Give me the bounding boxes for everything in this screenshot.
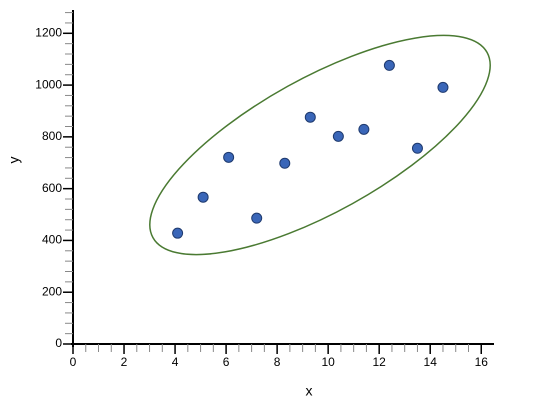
x-tick-label: 14 (424, 355, 438, 369)
x-axis-title: x (306, 383, 313, 399)
y-tick-label: 1200 (35, 25, 62, 39)
confidence-ellipse (149, 34, 491, 256)
data-point (358, 123, 370, 135)
data-point (437, 81, 449, 93)
x-tick-label: 4 (172, 355, 179, 369)
data-point (223, 151, 235, 163)
data-point (411, 142, 423, 154)
y-tick-label: 200 (42, 284, 62, 298)
x-tick-label: 12 (373, 355, 387, 369)
y-tick-label: 800 (42, 129, 62, 143)
y-tick-label: 1000 (35, 77, 62, 91)
data-point (332, 130, 344, 142)
x-tick-label: 6 (223, 355, 230, 369)
x-tick-label: 2 (121, 355, 128, 369)
data-point (251, 212, 263, 224)
x-tick-label: 0 (70, 355, 77, 369)
y-tick-label: 600 (42, 181, 62, 195)
y-axis-title: y (6, 157, 22, 164)
data-point (197, 191, 209, 203)
x-tick-label: 16 (475, 355, 489, 369)
data-point (172, 227, 184, 239)
y-tick-label: 0 (55, 336, 62, 350)
y-tick-label: 400 (42, 233, 62, 247)
data-point (383, 59, 395, 71)
data-point (279, 157, 291, 169)
data-point (304, 111, 316, 123)
x-tick-label: 8 (274, 355, 281, 369)
x-tick-label: 10 (321, 355, 335, 369)
